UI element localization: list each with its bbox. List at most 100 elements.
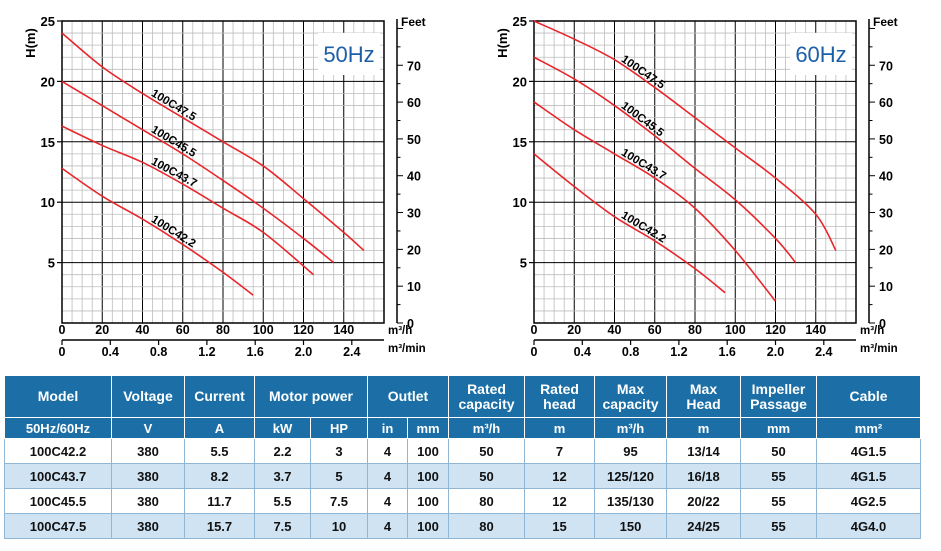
table-cell: 2.2 [254, 438, 311, 464]
x2-tick-label: 1.2 [670, 345, 687, 359]
x-tick-label: 100 [725, 323, 746, 337]
header-cable: Cable [816, 375, 922, 418]
header-model: Model [4, 375, 112, 418]
table-cell: 55 [740, 513, 818, 539]
frequency-badge-bg [790, 33, 852, 75]
x-tick-label: 20 [567, 323, 581, 337]
header-rated-head-line1: Rated [540, 380, 579, 397]
frequency-badge: 50Hz [323, 42, 374, 67]
table-cell: 4 [367, 438, 408, 464]
table-cell: 135/130 [594, 488, 668, 514]
header-rated-capacity-line2: capacity [458, 395, 515, 412]
feet-tick-label: 60 [879, 96, 893, 110]
table-cell: 100 [406, 513, 450, 539]
table-cell: 4G1.5 [816, 463, 922, 489]
curve-100C47.5 [61, 32, 365, 252]
curve-100C43.7 [61, 125, 315, 276]
table-cell: 100C42.2 [4, 438, 112, 464]
y-tick-label: 25 [41, 14, 55, 29]
x2-unit-label: m³/min [860, 343, 898, 355]
unit-kw: kW [254, 417, 311, 439]
table-cell: 12 [524, 488, 596, 514]
header-rated-head: Rated head [524, 375, 596, 418]
y-tick-label: 10 [513, 195, 527, 210]
table-row: 100C43.7 380 8.2 3.7 5 4 100 50 12 125/1… [4, 463, 922, 489]
header-outlet: Outlet [366, 375, 450, 418]
x-tick-label: 120 [293, 323, 314, 337]
header-motor-power: Motor power [254, 375, 368, 418]
header-rated-capacity-line1: Rated [467, 380, 506, 397]
table-row: 100C42.2 380 5.5 2.2 3 4 100 50 7 95 13/… [4, 438, 922, 464]
header-impeller-passage: Impeller Passage [740, 375, 818, 418]
feet-tick-label: 20 [879, 243, 893, 257]
table-cell: 50 [740, 438, 818, 464]
table-cell: 4 [367, 513, 408, 539]
feet-tick-label: 50 [407, 133, 421, 147]
feet-axis-label: Feet [873, 15, 898, 29]
table-cell: 380 [111, 488, 185, 514]
header-max-capacity: Max capacity [594, 375, 668, 418]
curve-label: 100C43.7 [149, 156, 199, 190]
table-cell: 8.2 [184, 463, 255, 489]
x2-tick-label: 0.8 [622, 345, 639, 359]
x2-tick-label: 1.2 [198, 345, 215, 359]
feet-tick-label: 70 [879, 59, 893, 73]
table-cell: 80 [448, 488, 526, 514]
table-cell: 3 [310, 438, 368, 464]
table-cell: 20/22 [666, 488, 742, 514]
table-row: 100C47.5 380 15.7 7.5 10 4 100 80 15 150… [4, 513, 922, 539]
x2-tick-label: 0.4 [574, 345, 591, 359]
header-voltage: Voltage [111, 375, 185, 418]
table-cell: 95 [594, 438, 668, 464]
feet-tick-label: 10 [879, 280, 893, 294]
x-tick-label: 0 [59, 323, 66, 337]
spec-table: Model Voltage Current Motor power Outlet… [4, 375, 922, 539]
x-tick-label: 40 [608, 323, 622, 337]
table-cell: 4G4.0 [816, 513, 922, 539]
header-max-head-line1: Max [689, 380, 718, 397]
y-tick-label: 20 [41, 74, 55, 89]
table-cell: 7.5 [310, 488, 368, 514]
header-max-head: Max Head [666, 375, 742, 418]
table-cell: 100 [406, 463, 450, 489]
table-cell: 80 [448, 513, 526, 539]
table-cell: 380 [111, 463, 185, 489]
header-impeller-passage-line2: Passage [750, 395, 807, 412]
table-cell: 3.7 [254, 463, 311, 489]
x-tick-label: 0 [531, 323, 538, 337]
plot-frame [533, 20, 857, 324]
y-axis-label: H(m) [495, 28, 510, 58]
table-cell: 5.5 [184, 438, 255, 464]
frequency-badge-bg [318, 33, 380, 75]
unit-in: in [367, 417, 408, 439]
y-tick-label: 5 [520, 256, 527, 271]
x-tick-label: 140 [333, 323, 354, 337]
x2-tick-label: 2.0 [295, 345, 312, 359]
table-cell: 4G2.5 [816, 488, 922, 514]
x2-tick-label: 1.6 [247, 345, 264, 359]
x-tick-label: 140 [805, 323, 826, 337]
unit-voltage: V [111, 417, 185, 439]
header-rated-capacity: Rated capacity [448, 375, 526, 418]
x2-tick-label: 0.4 [102, 345, 119, 359]
table-cell: 13/14 [666, 438, 742, 464]
table-cell: 50 [448, 463, 526, 489]
table-cell: 15.7 [184, 513, 255, 539]
table-cell: 4 [367, 488, 408, 514]
frequency-badge: 60Hz [795, 42, 846, 67]
feet-tick-label: 10 [407, 280, 421, 294]
curve-label: 100C42.2 [619, 210, 668, 246]
unit-cable: mm² [816, 417, 922, 439]
x2-tick-label: 0.8 [150, 345, 167, 359]
table-cell: 100C45.5 [4, 488, 112, 514]
table-cell: 125/120 [594, 463, 668, 489]
table-cell: 100C43.7 [4, 463, 112, 489]
unit-max-head: m [666, 417, 742, 439]
x2-tick-label: 2.4 [343, 345, 360, 359]
unit-current: A [184, 417, 255, 439]
unit-rated-head: m [524, 417, 596, 439]
feet-tick-label: 60 [407, 96, 421, 110]
